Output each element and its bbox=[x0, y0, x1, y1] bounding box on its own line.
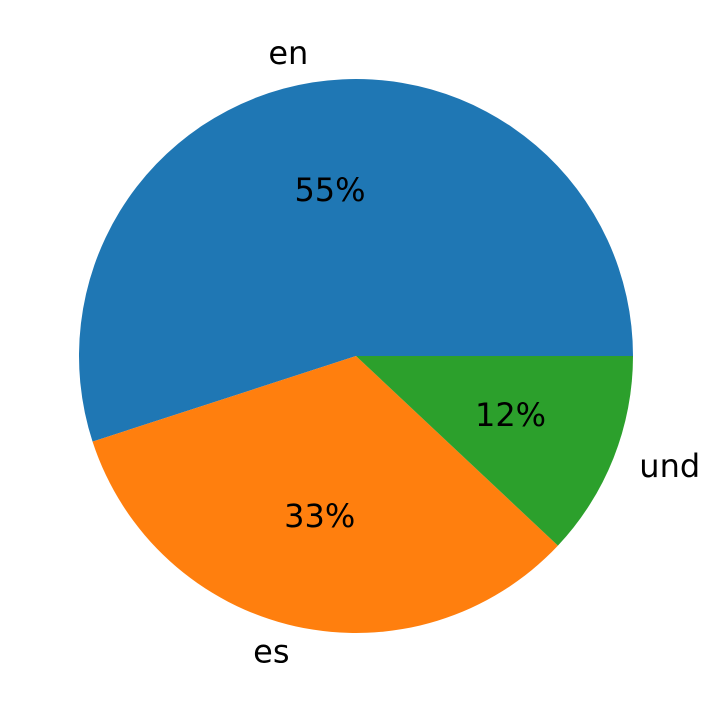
pie-slice-en bbox=[78, 78, 634, 442]
category-label-und: und bbox=[639, 447, 700, 485]
pie-slice-und bbox=[356, 356, 633, 546]
pie-slices bbox=[78, 78, 634, 634]
pie-labels: en 55% es 33% und 12% bbox=[253, 34, 700, 670]
percent-label-en: 55% bbox=[294, 171, 365, 209]
category-label-en: en bbox=[268, 34, 308, 72]
percent-label-es: 33% bbox=[284, 497, 355, 535]
category-label-es: es bbox=[253, 632, 289, 670]
percent-label-und: 12% bbox=[475, 396, 546, 434]
pie-slice-es bbox=[92, 356, 558, 634]
